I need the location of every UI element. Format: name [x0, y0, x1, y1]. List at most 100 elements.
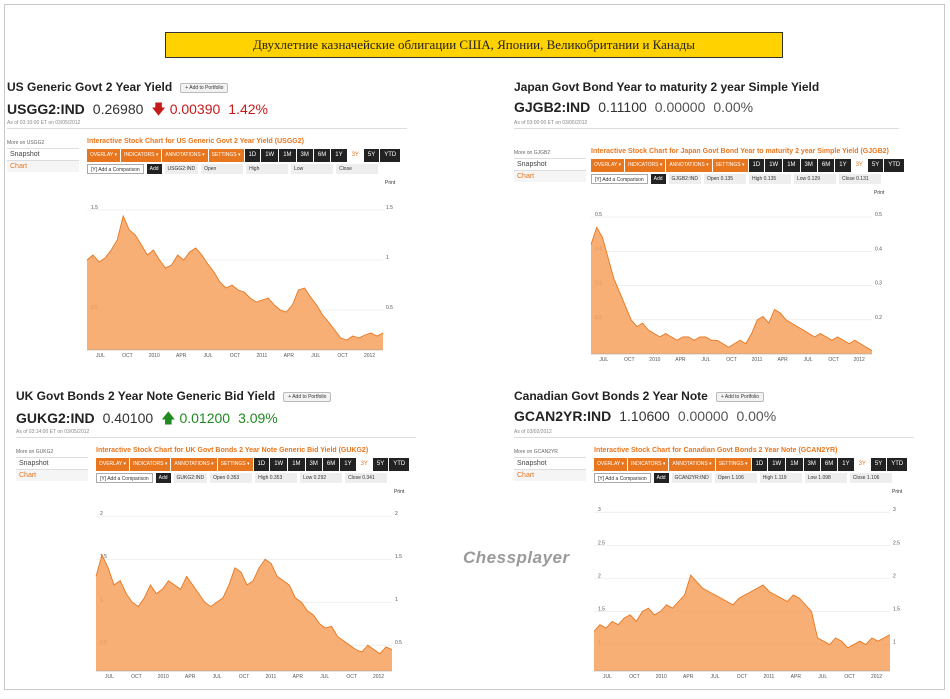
- range-ytd-button[interactable]: YTD: [887, 458, 908, 471]
- add-comparison-input[interactable]: [Y] Add a Comparison: [87, 164, 144, 174]
- add-comparison-button[interactable]: Add: [146, 164, 162, 174]
- area-chart[interactable]: Print111.51.5222.52.533JULOCT2010APRJULO…: [593, 487, 914, 687]
- price-value: 0.26980: [92, 101, 144, 117]
- indicators-menu[interactable]: INDICATORS ▾: [628, 458, 669, 471]
- range-1m-button[interactable]: 1M: [288, 458, 305, 471]
- overlay-menu[interactable]: OVERLAY ▾: [591, 159, 625, 172]
- range-3y-button[interactable]: 3Y: [356, 458, 372, 471]
- add-comparison-input[interactable]: [Y] Add a Comparison: [591, 174, 648, 184]
- range-1y-button[interactable]: 1Y: [838, 458, 854, 471]
- range-3m-button[interactable]: 3M: [803, 458, 820, 471]
- range-5y-button[interactable]: 5Y: [363, 149, 380, 162]
- range-6m-button[interactable]: 6M: [817, 159, 835, 172]
- range-1d-button[interactable]: 1D: [244, 149, 261, 162]
- range-1d-button[interactable]: 1D: [748, 159, 765, 172]
- range-3m-button[interactable]: 3M: [800, 159, 817, 172]
- range-1d-button[interactable]: 1D: [253, 458, 270, 471]
- x-tick-label: APR: [777, 357, 788, 363]
- annotations-menu[interactable]: ANNOTATIONS ▾: [171, 458, 217, 471]
- overlay-menu[interactable]: OVERLAY ▾: [87, 149, 121, 162]
- settings-menu[interactable]: SETTINGS ▾: [715, 458, 751, 471]
- low-field: Low 0.129: [793, 174, 836, 184]
- chart-toolbar: OVERLAY ▾ INDICATORS ▾ ANNOTATIONS ▾ SETTIN…: [96, 458, 410, 471]
- side-item-snapshot[interactable]: Snapshot: [514, 158, 586, 170]
- range-3y-button[interactable]: 3Y: [854, 458, 870, 471]
- x-tick-label: JUL: [311, 353, 320, 359]
- add-comparison-button[interactable]: Add: [155, 473, 171, 483]
- add-comparison-button[interactable]: Add: [653, 473, 669, 483]
- range-1y-button[interactable]: 1Y: [835, 159, 851, 172]
- add-to-portfolio-button[interactable]: + Add to Portfolio: [180, 82, 229, 93]
- print-link[interactable]: Print: [892, 489, 903, 495]
- side-item-chart[interactable]: Chart: [16, 469, 88, 481]
- range-3y-button[interactable]: 3Y: [347, 149, 363, 162]
- print-link[interactable]: Print: [874, 190, 885, 196]
- indicators-menu[interactable]: INDICATORS ▾: [625, 159, 666, 172]
- range-6m-button[interactable]: 6M: [313, 149, 331, 162]
- annotations-menu[interactable]: ANNOTATIONS ▾: [666, 159, 712, 172]
- range-5y-button[interactable]: 5Y: [867, 159, 884, 172]
- x-tick-label: JUL: [320, 674, 329, 680]
- range-6m-button[interactable]: 6M: [322, 458, 340, 471]
- range-1w-button[interactable]: 1W: [270, 458, 288, 471]
- range-1w-button[interactable]: 1W: [768, 458, 786, 471]
- area-chart[interactable]: Print0.20.20.30.30.40.40.50.5JULOCT2010A…: [590, 188, 896, 370]
- more-on-label: More on GJGB2: [514, 150, 551, 156]
- side-item-snapshot[interactable]: Snapshot: [16, 457, 88, 469]
- range-5y-button[interactable]: 5Y: [372, 458, 389, 471]
- range-3y-button[interactable]: 3Y: [851, 159, 867, 172]
- range-6m-button[interactable]: 6M: [820, 458, 838, 471]
- indicators-menu[interactable]: INDICATORS ▾: [130, 458, 171, 471]
- annotations-menu[interactable]: ANNOTATIONS ▾: [669, 458, 715, 471]
- chart-title: Interactive Stock Chart for UK Govt Bond…: [96, 447, 369, 454]
- x-tick-label: 2012: [854, 357, 865, 363]
- x-tick-label: OCT: [230, 353, 241, 359]
- range-1m-button[interactable]: 1M: [786, 458, 803, 471]
- range-5y-button[interactable]: 5Y: [870, 458, 887, 471]
- settings-menu[interactable]: SETTINGS ▾: [712, 159, 748, 172]
- settings-menu[interactable]: SETTINGS ▾: [208, 149, 244, 162]
- side-item-chart[interactable]: Chart: [7, 160, 79, 172]
- add-comparison-input[interactable]: [Y] Add a Comparison: [96, 473, 153, 483]
- annotations-menu[interactable]: ANNOTATIONS ▾: [162, 149, 208, 162]
- range-ytd-button[interactable]: YTD: [884, 159, 905, 172]
- range-1m-button[interactable]: 1M: [783, 159, 800, 172]
- ticker-field: GUKG2:IND: [173, 473, 208, 483]
- y-tick-label: 2.5: [893, 540, 900, 546]
- x-tick-label: APR: [185, 674, 196, 680]
- range-3m-button[interactable]: 3M: [296, 149, 313, 162]
- side-item-snapshot[interactable]: Snapshot: [7, 148, 79, 160]
- area-chart[interactable]: Print0.50.5111.51.522JULOCT2010APRJULOCT…: [95, 487, 416, 687]
- side-item-snapshot[interactable]: Snapshot: [514, 457, 586, 469]
- x-tick-label: 2010: [649, 357, 660, 363]
- settings-menu[interactable]: SETTINGS ▾: [217, 458, 253, 471]
- watermark-text: Chessplayer: [463, 548, 570, 567]
- side-item-chart[interactable]: Chart: [514, 469, 586, 481]
- y-tick-label: 0.5: [595, 212, 602, 218]
- range-3m-button[interactable]: 3M: [305, 458, 322, 471]
- print-link[interactable]: Print: [394, 489, 405, 495]
- range-1y-button[interactable]: 1Y: [340, 458, 356, 471]
- indicators-menu[interactable]: INDICATORS ▾: [121, 149, 162, 162]
- price-value: 0.11100: [598, 99, 647, 115]
- panel-title-text: Canadian Govt Bonds 2 Year Note: [514, 389, 708, 403]
- add-comparison-button[interactable]: Add: [650, 174, 666, 184]
- range-1w-button[interactable]: 1W: [261, 149, 279, 162]
- range-1d-button[interactable]: 1D: [751, 458, 768, 471]
- range-1w-button[interactable]: 1W: [765, 159, 783, 172]
- print-link[interactable]: Print: [385, 180, 396, 186]
- range-ytd-button[interactable]: YTD: [389, 458, 410, 471]
- range-1y-button[interactable]: 1Y: [331, 149, 347, 162]
- close-field: Close: [336, 164, 379, 174]
- overlay-menu[interactable]: OVERLAY ▾: [96, 458, 130, 471]
- add-to-portfolio-button[interactable]: + Add to Portfolio: [715, 391, 765, 402]
- overlay-menu[interactable]: OVERLAY ▾: [594, 458, 628, 471]
- add-comparison-input[interactable]: [Y] Add a Comparison: [594, 473, 651, 483]
- side-item-chart[interactable]: Chart: [514, 170, 586, 182]
- area-chart[interactable]: Print0.50.5111.51.5JULOCT2010APRJULOCT20…: [86, 178, 407, 366]
- add-to-portfolio-button[interactable]: + Add to Portfolio: [283, 391, 332, 402]
- change-value: 0.00000: [677, 408, 729, 424]
- range-ytd-button[interactable]: YTD: [380, 149, 401, 162]
- x-tick-label: OCT: [346, 674, 357, 680]
- range-1m-button[interactable]: 1M: [279, 149, 296, 162]
